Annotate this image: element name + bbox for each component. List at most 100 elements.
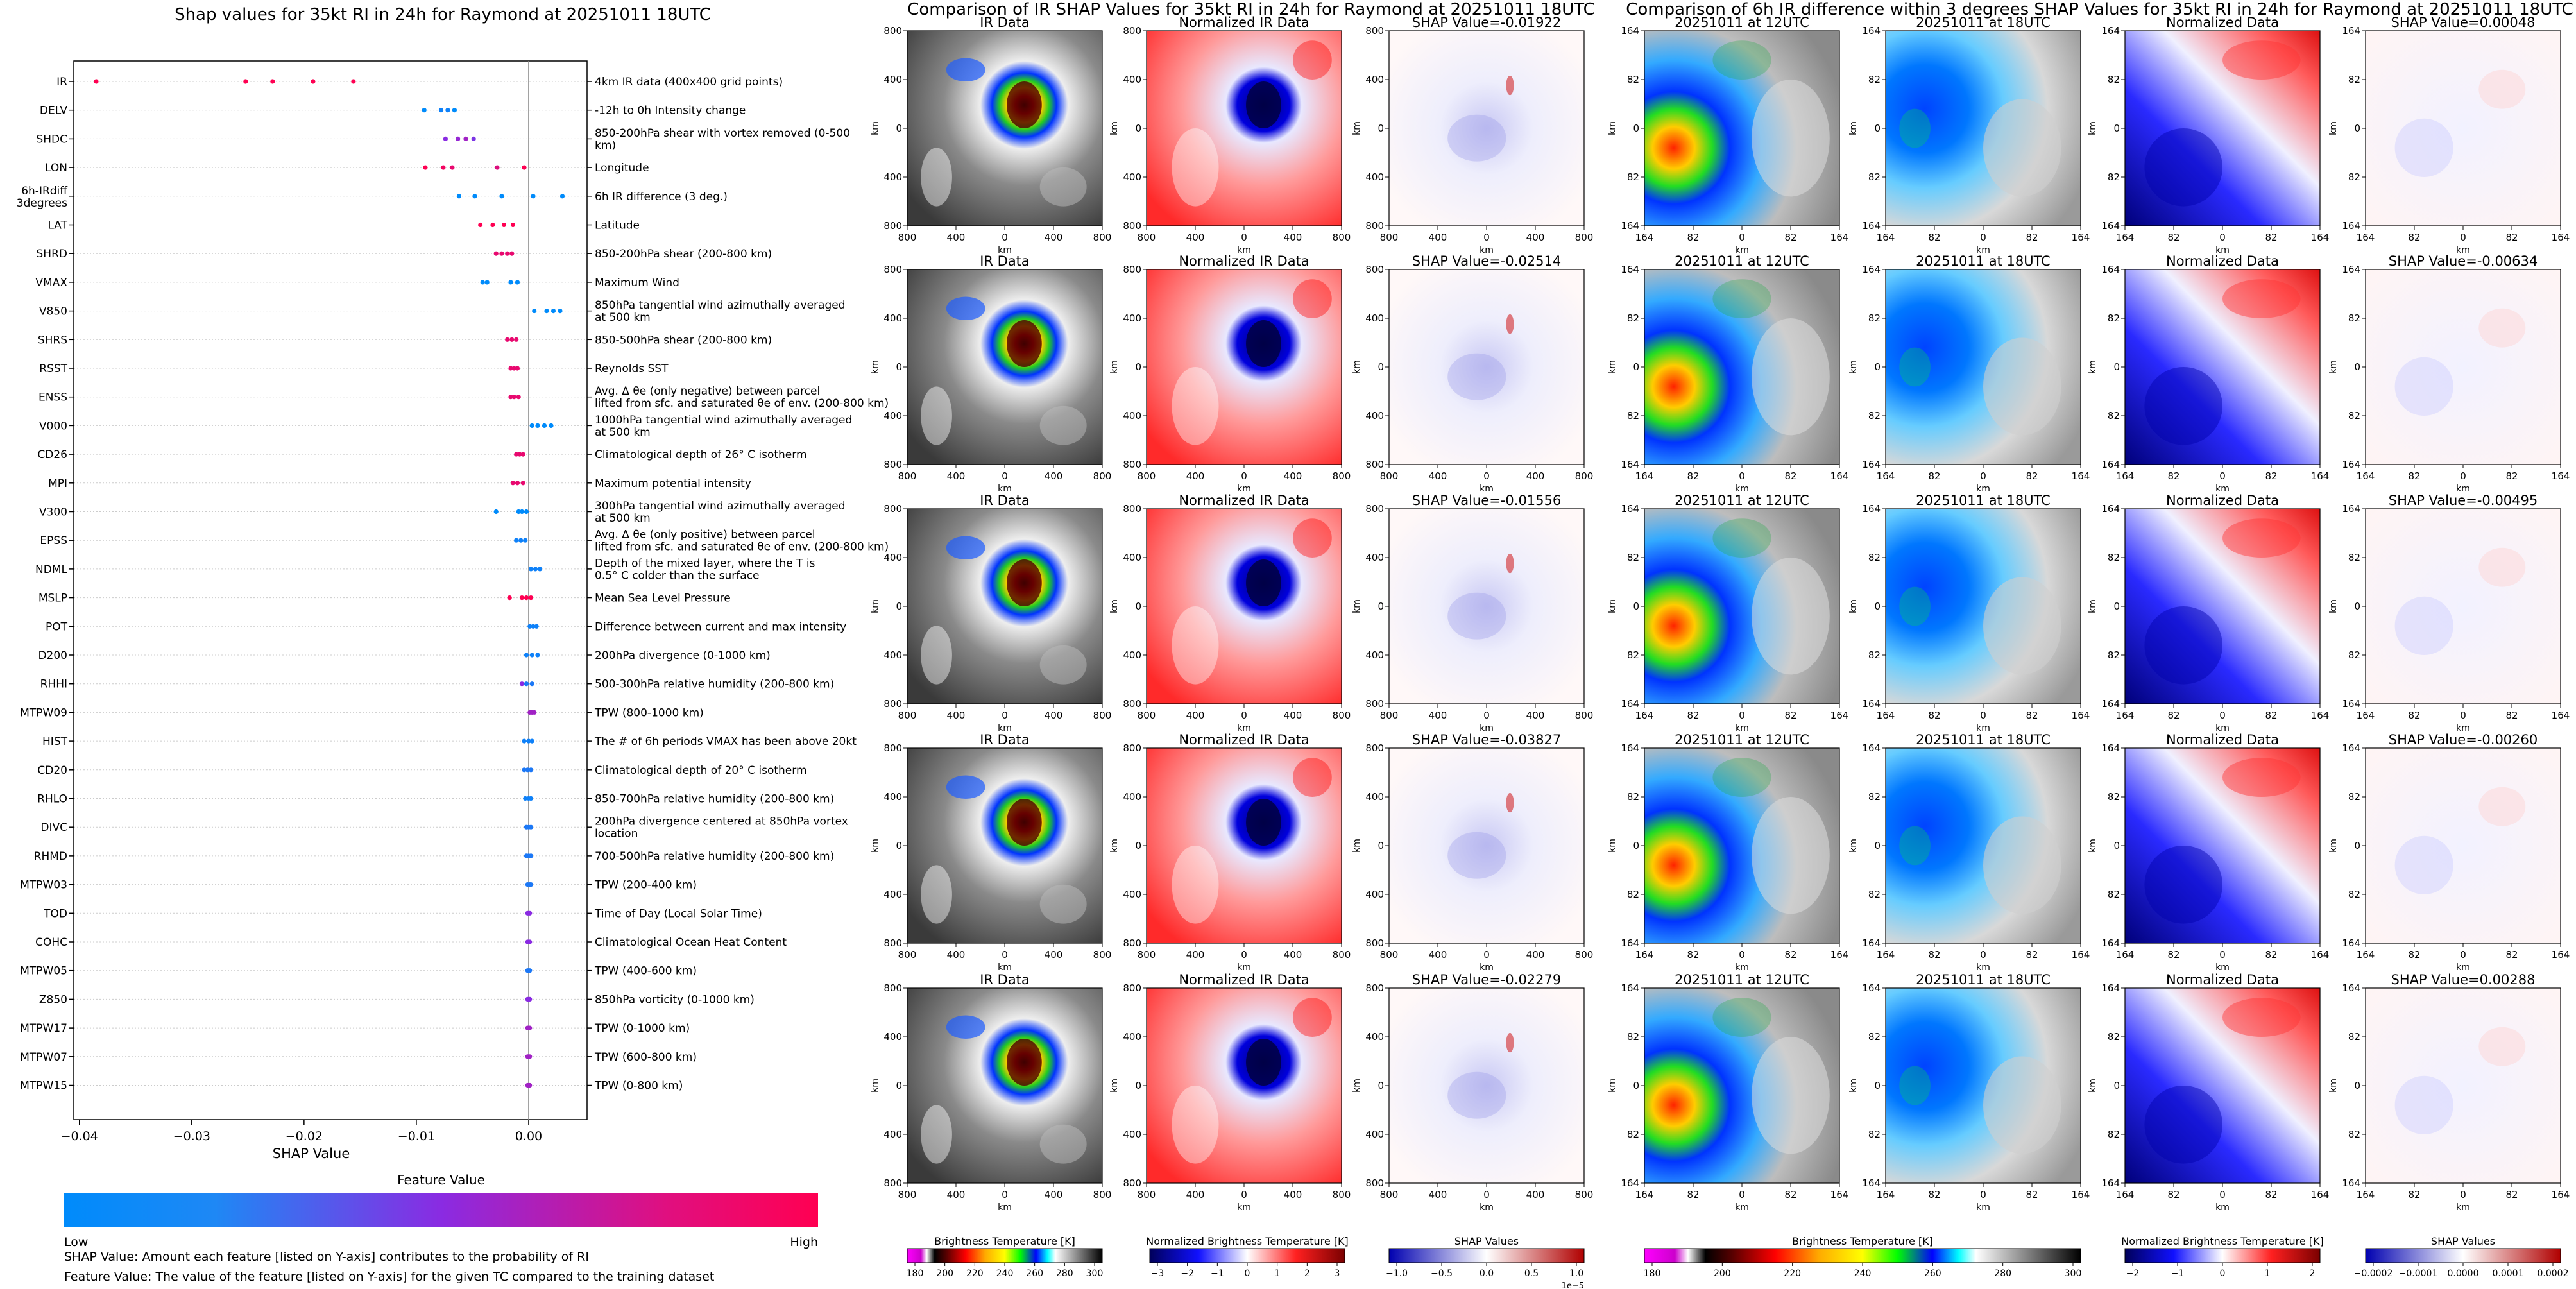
colorbar-tick-label: 300 bbox=[2065, 1268, 2082, 1279]
panel-xtick-label: 0 bbox=[1002, 470, 1008, 482]
shap-xtick-label: −0.03 bbox=[173, 1129, 210, 1143]
panel-xtick-label: 800 bbox=[898, 470, 917, 482]
panel-xtick-label: 164 bbox=[1877, 470, 1895, 482]
feature-name-label: 6h-IRdiff bbox=[21, 185, 68, 198]
panel-ytick-label: 82 bbox=[1868, 889, 1881, 900]
image-feature bbox=[1246, 320, 1281, 367]
feature-name-label: MTPW05 bbox=[20, 965, 67, 978]
panel-xlabel: km bbox=[1237, 484, 1251, 494]
shap-point bbox=[423, 165, 428, 170]
panel-xtick-label: 0 bbox=[1739, 1189, 1745, 1200]
irdiff-comparison-grid: 20251011 at 12UTC 164 164 82 82 0 0 82 82 164 164 k… bbox=[1607, 15, 2570, 1213]
shap-point bbox=[528, 567, 534, 572]
image-feature bbox=[2478, 547, 2526, 587]
shap-point bbox=[518, 538, 524, 543]
feature-description: lifted from sfc. and saturated θe of env… bbox=[595, 541, 889, 554]
panel-title: 20251011 at 12UTC bbox=[1675, 15, 1809, 30]
shap-point bbox=[94, 79, 99, 84]
panel-xlabel: km bbox=[2215, 245, 2230, 255]
colorbar-label: SHAP Values bbox=[1454, 1235, 1519, 1247]
panel-xlabel: km bbox=[998, 962, 1012, 973]
panel-title: IR Data bbox=[980, 15, 1030, 30]
shap-point bbox=[243, 79, 248, 84]
shap-point bbox=[527, 996, 533, 1002]
shap-point bbox=[524, 681, 529, 687]
panel-ytick-label: 800 bbox=[883, 220, 902, 232]
panel-ytick-label: 82 bbox=[1627, 410, 1639, 422]
image-feature bbox=[921, 865, 952, 924]
image-feature bbox=[1712, 758, 1771, 797]
panel-title: IR Data bbox=[980, 732, 1030, 747]
colorbar-tick-label: 0 bbox=[2220, 1268, 2226, 1279]
panel-ytick-label: 164 bbox=[2101, 459, 2120, 470]
shap-point bbox=[509, 337, 515, 342]
panel-xtick-label: 164 bbox=[1635, 710, 1654, 721]
panel-ytick-label: 400 bbox=[1123, 791, 1141, 803]
feature-description: Maximum Wind bbox=[595, 277, 679, 289]
image-feature bbox=[1246, 81, 1281, 128]
feature-description: Difference between current and max inten… bbox=[595, 620, 846, 633]
image-feature bbox=[2222, 279, 2301, 318]
feature-name-label: VMAX bbox=[35, 277, 67, 289]
panel-ytick-label: 164 bbox=[2342, 982, 2360, 994]
panel-ylabel: km bbox=[1109, 839, 1120, 853]
panel-xtick-label: 400 bbox=[1045, 232, 1063, 243]
image-feature bbox=[1293, 40, 1332, 80]
panel-ylabel: km bbox=[1352, 599, 1362, 613]
feature-description: TPW (200-400 km) bbox=[594, 879, 697, 892]
panel-xtick-label: 164 bbox=[2357, 470, 2375, 482]
image-feature bbox=[946, 775, 985, 799]
panel-xlabel: km bbox=[1976, 723, 1990, 733]
shap-point bbox=[508, 280, 513, 285]
panel-ytick-label: 164 bbox=[2101, 264, 2120, 275]
shap-plot-frame bbox=[73, 60, 588, 1120]
panel-ytick-label: 164 bbox=[1621, 459, 1639, 470]
panel-ytick-label: 0 bbox=[2354, 361, 2360, 373]
panel-title: SHAP Value=0.00288 bbox=[2391, 972, 2536, 987]
panel-ytick-label: 800 bbox=[883, 459, 902, 470]
panel-ytick-label: 800 bbox=[1123, 220, 1141, 232]
image-panel bbox=[2366, 748, 2561, 943]
panel-xtick-label: 0 bbox=[2219, 470, 2226, 482]
shap-point bbox=[471, 136, 476, 141]
panel-xtick-label: 164 bbox=[2116, 1189, 2135, 1200]
panel-xtick-label: 0 bbox=[2460, 1189, 2466, 1200]
colorbar-tick-label: 240 bbox=[996, 1268, 1014, 1279]
colorbar-tick-label: −1 bbox=[1211, 1268, 1224, 1279]
panel-xtick-label: 400 bbox=[947, 710, 966, 721]
feature-description: Avg. Δ θe (only negative) between parcel bbox=[595, 385, 820, 398]
panel-ytick-label: 164 bbox=[1621, 742, 1639, 754]
image-feature bbox=[1447, 353, 1506, 400]
panel-xtick-label: 164 bbox=[2552, 949, 2570, 960]
panel-title: Normalized Data bbox=[2166, 15, 2279, 30]
panel-ytick-label: 82 bbox=[2348, 649, 2360, 661]
image-feature bbox=[1712, 40, 1771, 80]
image-feature bbox=[1899, 108, 1931, 148]
panel-xlabel: km bbox=[2215, 962, 2230, 973]
panel-xtick-label: 82 bbox=[2167, 710, 2179, 721]
shap-point bbox=[535, 423, 540, 429]
panel-xtick-label: 400 bbox=[1284, 1189, 1302, 1200]
panel-ytick-label: 164 bbox=[1862, 742, 1881, 754]
panel-xlabel: km bbox=[2215, 1202, 2230, 1213]
panel-xlabel: km bbox=[1735, 962, 1749, 973]
panel-xlabel: km bbox=[1480, 484, 1494, 494]
colorbar-tick-label: 180 bbox=[1644, 1268, 1661, 1279]
panel-xtick-label: 400 bbox=[1045, 470, 1063, 482]
panel-ytick-label: 82 bbox=[2108, 1129, 2120, 1140]
shap-xtick-label: −0.04 bbox=[61, 1129, 98, 1143]
feature-description: 0.5° C colder than the surface bbox=[595, 569, 760, 582]
panel-xtick-label: 800 bbox=[1093, 470, 1112, 482]
panel-ytick-label: 82 bbox=[2348, 1129, 2360, 1140]
panel-ytick-label: 800 bbox=[1365, 459, 1384, 470]
panel-ytick-label: 400 bbox=[1365, 312, 1384, 324]
panel-ytick-label: 164 bbox=[1621, 503, 1639, 515]
panel-xtick-label: 400 bbox=[947, 470, 966, 482]
panel-xtick-label: 164 bbox=[2311, 710, 2330, 721]
image-feature bbox=[1007, 1039, 1042, 1086]
panel-ytick-label: 400 bbox=[883, 74, 902, 85]
panel-xtick-label: 164 bbox=[2357, 1189, 2375, 1200]
image-panel bbox=[1389, 509, 1584, 704]
panel-ytick-label: 0 bbox=[1633, 840, 1639, 851]
shap-point bbox=[456, 194, 462, 199]
